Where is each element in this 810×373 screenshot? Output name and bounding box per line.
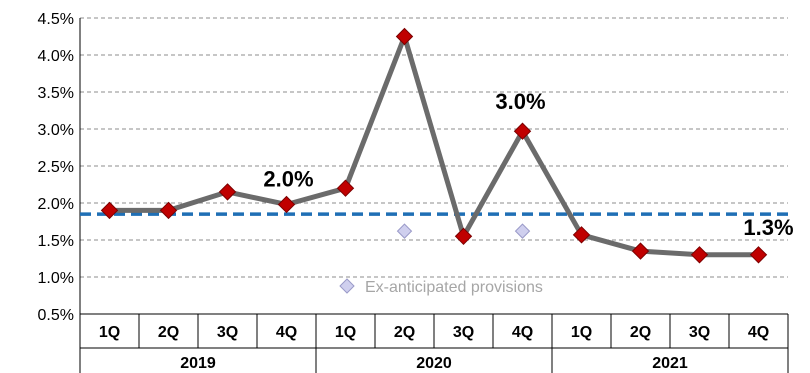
data-point [513, 122, 532, 140]
data-label: 1.3% [743, 215, 793, 240]
y-tick-label: 4.5% [38, 11, 74, 28]
x-group-label: 2019 [180, 355, 216, 372]
x-tick-label: 2Q [158, 324, 179, 341]
y-tick-label: 0.5% [38, 307, 74, 324]
data-point [395, 27, 414, 46]
y-tick-label: 4.0% [38, 48, 74, 65]
data-point [336, 179, 355, 197]
legend-label: Ex-anticipated provisions [365, 279, 543, 296]
x-axis-categories: 1Q 2Q 3Q 4Q 1Q 2Q 3Q 4Q 1Q 2Q 3Q 4Q 2019 2020 2021 [79, 314, 789, 373]
data-point [100, 201, 119, 220]
x-tick-label: 3Q [689, 324, 710, 341]
series-layer [100, 27, 768, 264]
series-line [109, 34, 759, 258]
x-tick-label: 4Q [276, 324, 297, 341]
y-axis-ticks: 0.5% 1.0% 1.5% 2.0% 2.5% 3.0% 3.5% 4.0% 4.5% [38, 11, 74, 324]
data-point [572, 226, 591, 244]
y-tick-label: 1.0% [38, 270, 74, 287]
data-label: 2.0% [263, 166, 313, 191]
data-point [631, 242, 650, 260]
y-tick-label: 2.5% [38, 159, 74, 176]
y-tick-label: 3.5% [38, 85, 74, 102]
x-tick-label: 3Q [217, 324, 238, 341]
legend: Ex-anticipated provisions [339, 278, 543, 296]
ex-provision-point [396, 223, 413, 239]
x-tick-label: 2Q [630, 324, 651, 341]
x-tick-label: 2Q [394, 324, 415, 341]
data-label: 3.0% [495, 89, 545, 114]
data-point [454, 227, 473, 246]
gridlines [79, 17, 788, 373]
data-point [690, 246, 709, 264]
x-tick-label: 1Q [571, 324, 592, 341]
y-tick-label: 1.5% [38, 233, 74, 250]
x-tick-label: 4Q [512, 324, 533, 341]
data-labels: 2.0% 3.0% 1.3% [263, 89, 793, 240]
x-tick-label: 3Q [453, 324, 474, 341]
ex-provision-point [514, 223, 531, 239]
legend-marker [339, 278, 355, 294]
data-point [159, 201, 178, 220]
y-tick-label: 3.0% [38, 122, 74, 139]
data-point [749, 246, 768, 264]
data-point [277, 195, 296, 214]
x-tick-label: 1Q [335, 324, 356, 341]
x-tick-label: 1Q [99, 324, 120, 341]
x-group-label: 2020 [416, 355, 452, 372]
x-group-label: 2021 [652, 355, 688, 372]
data-point [218, 183, 237, 201]
x-tick-label: 4Q [748, 324, 769, 341]
y-tick-label: 2.0% [38, 196, 74, 213]
